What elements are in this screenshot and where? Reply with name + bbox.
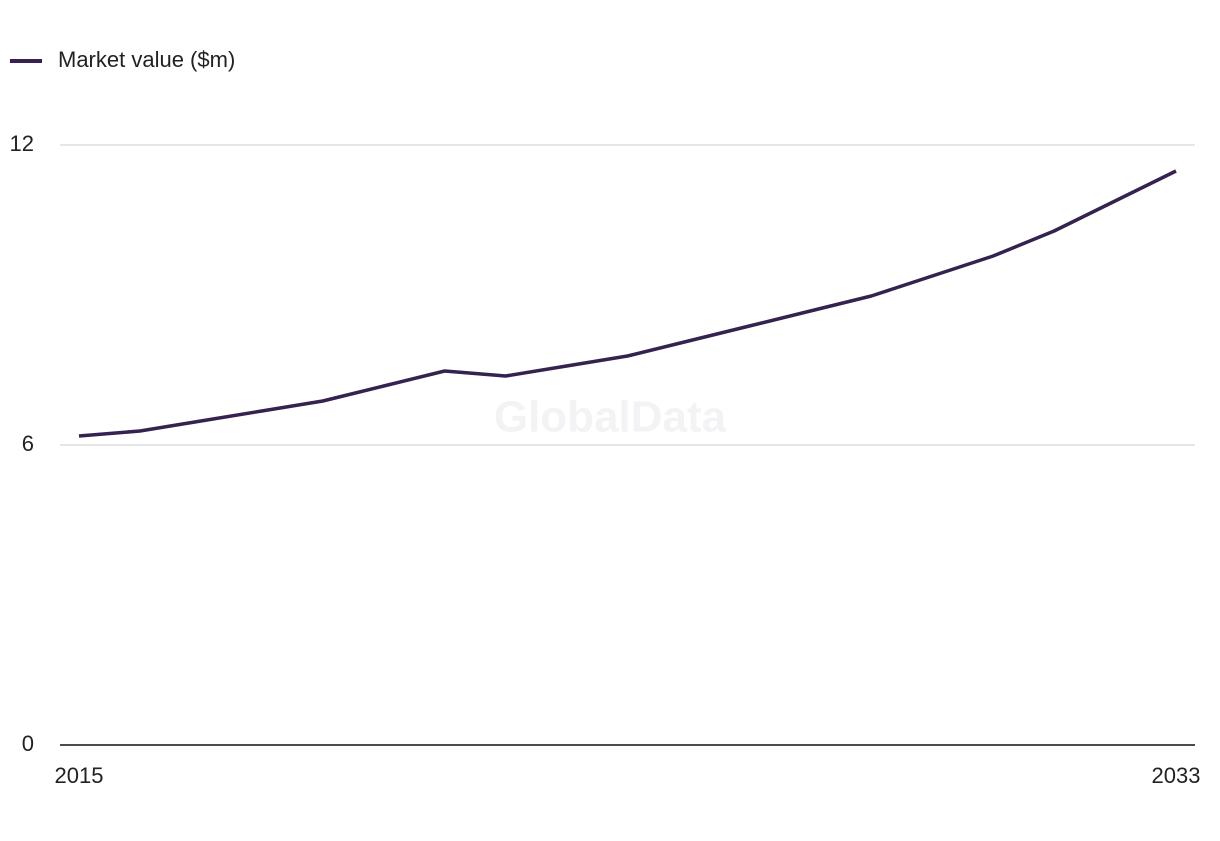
y-tick-label: 12	[10, 131, 34, 156]
x-tick-label: 2015	[55, 763, 104, 788]
legend-label: Market value ($m)	[58, 47, 235, 72]
x-tick-label: 2033	[1152, 763, 1201, 788]
watermark: GlobalData	[494, 393, 727, 442]
y-tick-label: 0	[22, 731, 34, 756]
line	[78, 169, 1177, 438]
y-tick-label: 6	[22, 431, 34, 456]
